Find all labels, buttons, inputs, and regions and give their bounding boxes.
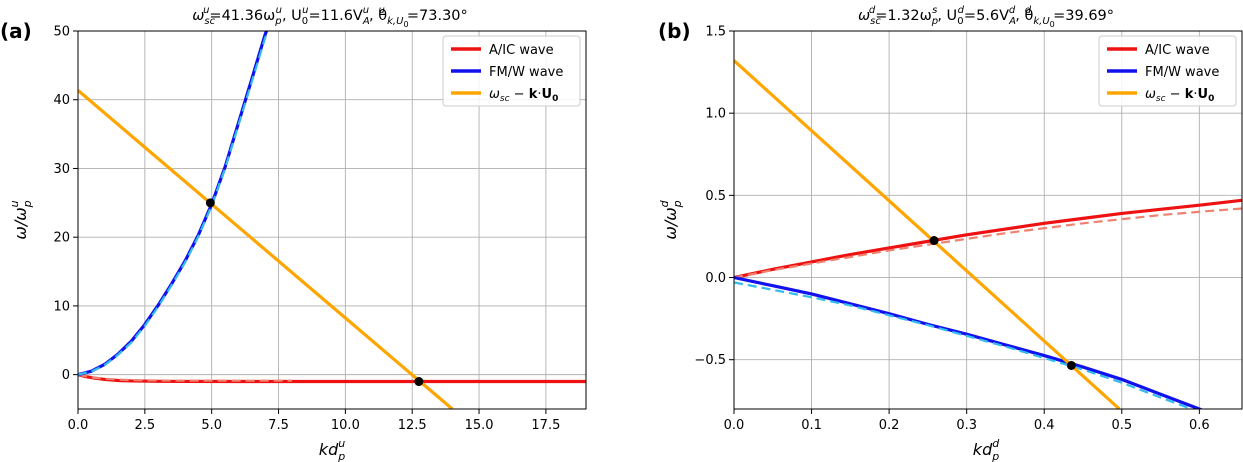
panel-b-series-sc-k-u-0 (734, 59, 1121, 409)
panel-a-legend-box (442, 35, 581, 107)
panel-b-series-a-ic-wave (734, 198, 1242, 280)
panel-a-xtick-label: 10.0 (331, 418, 360, 433)
panel-b-xtick-label: 0.0 (724, 418, 745, 433)
panel-a-xtick-label: 2.5 (134, 418, 155, 433)
panel-a: (a) ωscu=41.36ωpu, U0u=11.6VAu, θk,U0u =7… (0, 5, 587, 462)
panel-a-ytick-label: 20 (53, 231, 70, 246)
panel-b-legend: A/IC wave FM/W wave ωsc − k·U0 (1098, 35, 1237, 107)
panel-a-frame (77, 30, 587, 410)
panel-a-ytick-label: 30 (53, 162, 70, 177)
panel-a-legend-label-1: A/IC wave (489, 43, 554, 58)
panel-a-series-a-ic-approx (78, 373, 292, 382)
panel-a-ytick-label: 10 (53, 299, 70, 314)
panel-b-ylabel: ω/ωpd (658, 199, 684, 239)
panel-a-series (78, 31, 586, 409)
panel-a-legend-label-3: ωsc − k·U0 (489, 87, 558, 104)
panel-a-series-sc-k-u-0 (78, 89, 454, 409)
panel-b-title: ωscd=1.32ωps, U0d=5.6VAd, θk,U0d =39.69° (858, 5, 1114, 29)
panel-b-ytick-label: 1.5 (705, 25, 726, 40)
panel-b-legend-box (1098, 35, 1237, 107)
panel-b-xtick-label: 0.5 (1111, 418, 1132, 433)
panel-a-title: ωscu=41.36ωpu, U0u=11.6VAu, θk,U0u =73.30… (192, 5, 468, 29)
panel-b-legend-label-3: ωsc − k·U0 (1145, 87, 1214, 104)
panel-b-xtick-label: 0.3 (956, 418, 977, 433)
panel-a-legend: A/IC wave FM/W wave ωsc − k·U0 (442, 35, 581, 107)
panel-b-label: (b) (658, 19, 691, 43)
panel-a-xtick-label: 5.0 (201, 418, 222, 433)
panel-b-xtick-label: 0.6 (1189, 418, 1210, 433)
panel-b-ticks: 0.0 0.1 0.2 0.3 0.4 0.5 0.6 −0.5 0.0 0.5 1.0 1.5 (694, 25, 1209, 434)
panel-b: (b) ωscd=1.32ωps, U0d=5.6VAd, θk,U0d =39.… (658, 5, 1243, 462)
panel-a-xtick-label: 17.5 (531, 418, 560, 433)
panel-a-markers (205, 198, 424, 387)
panel-a-ytick-label: 0 (62, 368, 70, 383)
panel-b-xtick-label: 0.1 (801, 418, 822, 433)
panel-b-series-fm-w-wave (734, 275, 1204, 409)
panel-b-intersection-marker (1066, 360, 1076, 370)
panel-b-ytick-label: 1.0 (705, 107, 726, 122)
panel-a-xtick-label: 15.0 (465, 418, 494, 433)
panel-a-intersection-marker (205, 198, 215, 208)
panel-a-series-fm-w-wave (78, 31, 268, 377)
panel-b-xtick-label: 0.4 (1034, 418, 1055, 433)
panel-b-ytick-label: 0.5 (705, 189, 726, 204)
panel-b-xtick-label: 0.2 (879, 418, 900, 433)
panel-a-ytick-label: 40 (53, 93, 70, 108)
panel-b-legend-label-2: FM/W wave (1145, 65, 1219, 80)
panel-b-intersection-marker (929, 236, 939, 246)
panel-a-legend-label-2: FM/W wave (489, 65, 563, 80)
panel-b-ytick-label: −0.5 (694, 353, 726, 368)
panel-a-label: (a) (0, 19, 32, 43)
panel-b-legend-label-1: A/IC wave (1145, 43, 1210, 58)
panel-a-series-fm-w-approx (78, 31, 269, 376)
panel-a-ytick-label: 50 (53, 25, 70, 40)
panel-a-xtick-label: 0.0 (68, 418, 89, 433)
panel-a-xtick-label: 12.5 (398, 418, 427, 433)
panel-a-ticks: 0.0 2.5 5.0 7.5 10.0 12.5 15.0 17.5 0 10 20 30 40 50 (53, 25, 560, 434)
panel-a-intersection-marker (414, 377, 424, 387)
panel-b-frame (733, 30, 1243, 410)
panel-b-xlabel: kdpd (973, 437, 1000, 462)
panel-b-markers (929, 236, 1076, 370)
panel-a-xlabel: kdpu (319, 437, 345, 462)
panel-b-series-a-ic-approx (734, 207, 1242, 279)
panel-b-series (734, 59, 1242, 409)
panel-a-ylabel: ω/ωpu (8, 200, 34, 239)
panel-b-series-fm-w-approx (734, 281, 1192, 409)
panel-b-ytick-label: 0.0 (705, 271, 726, 286)
panel-a-xtick-label: 7.5 (268, 418, 289, 433)
